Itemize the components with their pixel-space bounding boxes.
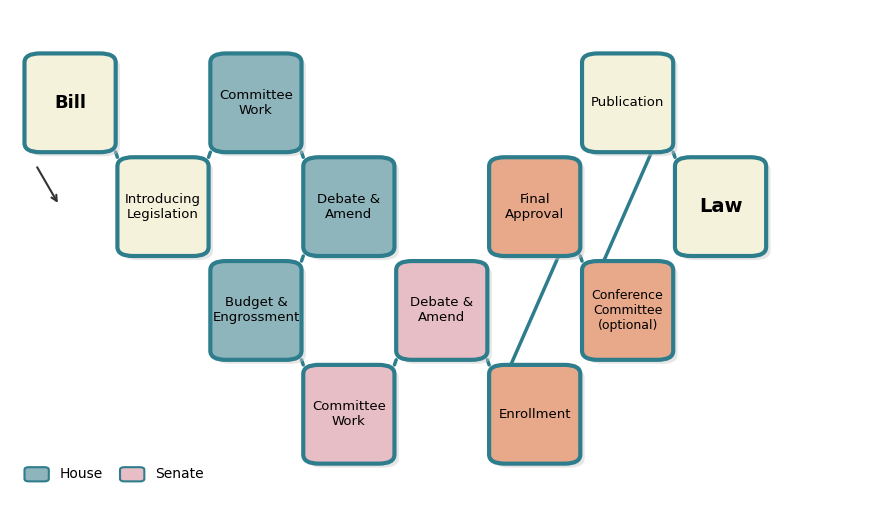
Text: Bill: Bill <box>54 94 86 112</box>
Text: Conference
Committee
(optional): Conference Committee (optional) <box>592 289 663 332</box>
FancyBboxPatch shape <box>215 265 306 364</box>
FancyBboxPatch shape <box>582 261 673 360</box>
FancyBboxPatch shape <box>29 57 120 156</box>
Text: Senate: Senate <box>155 467 204 481</box>
Text: Publication: Publication <box>591 96 664 109</box>
FancyBboxPatch shape <box>24 53 115 152</box>
FancyBboxPatch shape <box>308 369 399 467</box>
Text: Committee
Work: Committee Work <box>219 89 293 117</box>
FancyBboxPatch shape <box>396 261 488 360</box>
FancyBboxPatch shape <box>489 365 580 464</box>
Text: Law: Law <box>699 197 742 216</box>
FancyBboxPatch shape <box>24 467 49 481</box>
FancyBboxPatch shape <box>303 157 394 256</box>
FancyBboxPatch shape <box>489 157 580 256</box>
Text: Debate &
Amend: Debate & Amend <box>410 296 474 325</box>
FancyBboxPatch shape <box>211 261 302 360</box>
Text: Introducing
Legislation: Introducing Legislation <box>125 193 201 221</box>
Text: Committee
Work: Committee Work <box>312 400 385 428</box>
Text: Budget &
Engrossment: Budget & Engrossment <box>212 296 300 325</box>
FancyBboxPatch shape <box>117 157 209 256</box>
FancyBboxPatch shape <box>675 157 766 256</box>
FancyBboxPatch shape <box>586 57 677 156</box>
FancyBboxPatch shape <box>303 365 394 464</box>
FancyBboxPatch shape <box>308 161 399 260</box>
Text: Debate &
Amend: Debate & Amend <box>317 193 380 221</box>
Text: House: House <box>59 467 102 481</box>
FancyBboxPatch shape <box>679 161 771 260</box>
FancyBboxPatch shape <box>494 369 585 467</box>
FancyBboxPatch shape <box>494 161 585 260</box>
FancyBboxPatch shape <box>582 53 673 152</box>
FancyBboxPatch shape <box>121 161 213 260</box>
FancyBboxPatch shape <box>586 265 677 364</box>
FancyBboxPatch shape <box>215 57 306 156</box>
FancyBboxPatch shape <box>211 53 302 152</box>
FancyBboxPatch shape <box>400 265 492 364</box>
Text: Enrollment: Enrollment <box>498 408 571 421</box>
FancyBboxPatch shape <box>120 467 144 481</box>
Text: Final
Approval: Final Approval <box>505 193 565 221</box>
